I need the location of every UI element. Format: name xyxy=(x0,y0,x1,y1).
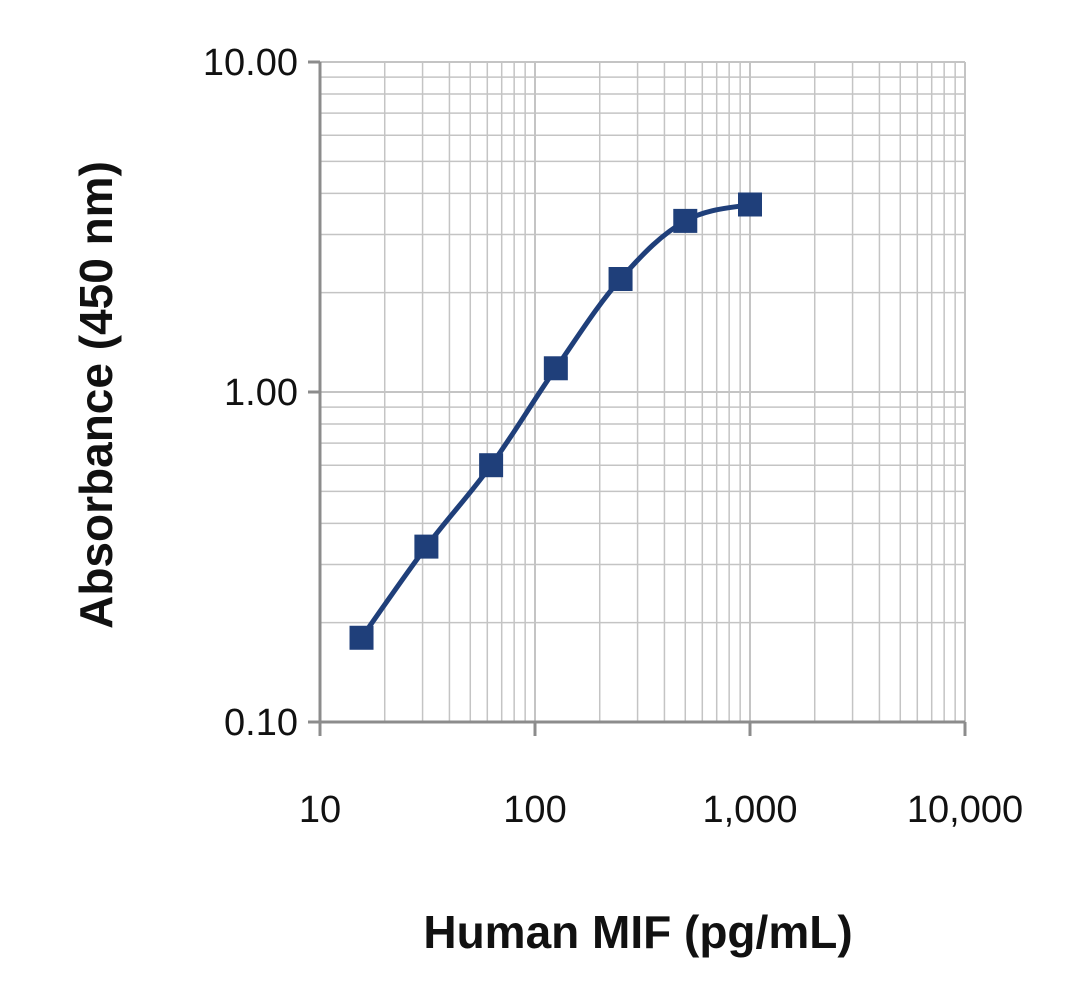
data-point-marker xyxy=(608,267,633,292)
x-axis-title: Human MIF (pg/mL) xyxy=(423,906,852,958)
data-series xyxy=(349,192,762,650)
x-tick-label: 100 xyxy=(503,789,566,831)
grid-lines xyxy=(320,61,966,722)
data-point-marker xyxy=(414,534,439,559)
tick-labels: 0.10 1.00 10.00 10 100 1,000 10,000 xyxy=(203,42,1023,831)
x-tick-label: 1,000 xyxy=(702,789,797,831)
data-point-marker xyxy=(673,208,698,233)
data-point-marker xyxy=(543,356,568,381)
axes xyxy=(308,60,967,736)
data-point-marker xyxy=(479,453,504,478)
data-point-marker xyxy=(738,192,762,217)
data-point-marker xyxy=(349,625,374,650)
y-tick-label: 0.10 xyxy=(224,702,298,744)
y-tick-label: 10.00 xyxy=(203,42,298,84)
x-tick-label: 10,000 xyxy=(907,789,1023,831)
x-tick-label: 10 xyxy=(299,789,341,831)
y-axis-title: Absorbance (450 nm) xyxy=(70,161,122,629)
y-tick-label: 1.00 xyxy=(224,372,298,414)
